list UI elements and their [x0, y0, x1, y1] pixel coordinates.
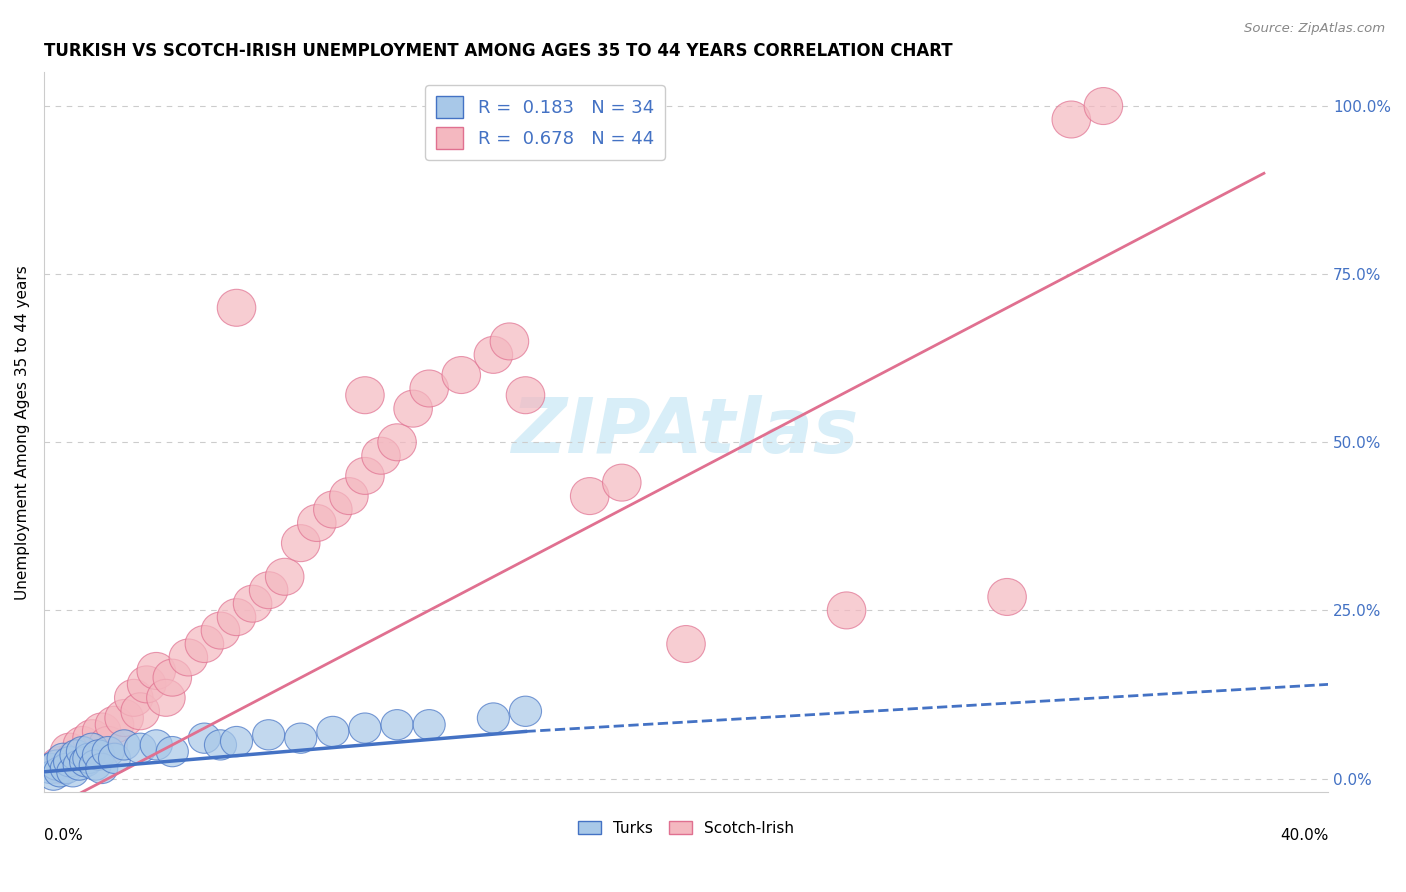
Ellipse shape — [83, 739, 114, 770]
Ellipse shape — [509, 696, 541, 726]
Ellipse shape — [281, 524, 321, 562]
Ellipse shape — [41, 750, 73, 780]
Ellipse shape — [249, 572, 288, 608]
Text: 40.0%: 40.0% — [1279, 828, 1329, 843]
Ellipse shape — [46, 743, 79, 773]
Ellipse shape — [136, 652, 176, 690]
Ellipse shape — [571, 477, 609, 515]
Y-axis label: Unemployment Among Ages 35 to 44 years: Unemployment Among Ages 35 to 44 years — [15, 265, 30, 599]
Ellipse shape — [474, 336, 513, 374]
Ellipse shape — [89, 726, 128, 764]
Ellipse shape — [73, 743, 105, 773]
Ellipse shape — [146, 680, 186, 716]
Ellipse shape — [827, 592, 866, 629]
Ellipse shape — [378, 424, 416, 461]
Ellipse shape — [34, 754, 66, 783]
Ellipse shape — [491, 323, 529, 359]
Ellipse shape — [141, 730, 173, 760]
Ellipse shape — [76, 733, 108, 764]
Ellipse shape — [1052, 101, 1091, 138]
Ellipse shape — [253, 720, 284, 750]
Ellipse shape — [201, 612, 240, 649]
Ellipse shape — [41, 747, 79, 783]
Ellipse shape — [346, 376, 384, 414]
Ellipse shape — [233, 585, 271, 623]
Ellipse shape — [98, 743, 131, 773]
Ellipse shape — [506, 376, 544, 414]
Ellipse shape — [53, 747, 86, 777]
Ellipse shape — [79, 750, 111, 780]
Ellipse shape — [1084, 87, 1122, 125]
Ellipse shape — [188, 723, 221, 754]
Ellipse shape — [91, 737, 124, 767]
Ellipse shape — [329, 477, 368, 515]
Ellipse shape — [411, 370, 449, 407]
Ellipse shape — [221, 726, 253, 756]
Ellipse shape — [394, 390, 433, 427]
Ellipse shape — [108, 730, 141, 760]
Text: Source: ZipAtlas.com: Source: ZipAtlas.com — [1244, 22, 1385, 36]
Text: 0.0%: 0.0% — [44, 828, 83, 843]
Ellipse shape — [63, 726, 101, 764]
Ellipse shape — [73, 720, 111, 756]
Ellipse shape — [441, 357, 481, 393]
Ellipse shape — [361, 437, 401, 475]
Ellipse shape — [666, 625, 706, 663]
Ellipse shape — [83, 713, 121, 750]
Ellipse shape — [603, 464, 641, 501]
Ellipse shape — [114, 680, 153, 716]
Ellipse shape — [121, 693, 159, 730]
Ellipse shape — [153, 659, 191, 696]
Ellipse shape — [44, 756, 76, 787]
Ellipse shape — [56, 756, 89, 787]
Ellipse shape — [51, 754, 83, 783]
Ellipse shape — [988, 579, 1026, 615]
Text: ZIPAtlas: ZIPAtlas — [512, 395, 859, 469]
Ellipse shape — [124, 733, 156, 764]
Text: TURKISH VS SCOTCH-IRISH UNEMPLOYMENT AMONG AGES 35 TO 44 YEARS CORRELATION CHART: TURKISH VS SCOTCH-IRISH UNEMPLOYMENT AMO… — [44, 42, 952, 60]
Ellipse shape — [381, 710, 413, 739]
Ellipse shape — [218, 289, 256, 326]
Legend: Turks, Scotch-Irish: Turks, Scotch-Irish — [572, 814, 800, 842]
Ellipse shape — [38, 760, 69, 790]
Ellipse shape — [298, 505, 336, 541]
Ellipse shape — [266, 558, 304, 595]
Ellipse shape — [316, 716, 349, 747]
Ellipse shape — [51, 733, 89, 770]
Ellipse shape — [477, 703, 509, 733]
Ellipse shape — [186, 625, 224, 663]
Ellipse shape — [128, 666, 166, 703]
Ellipse shape — [314, 491, 352, 528]
Ellipse shape — [69, 747, 101, 777]
Ellipse shape — [346, 458, 384, 494]
Ellipse shape — [86, 754, 118, 783]
Ellipse shape — [284, 723, 316, 754]
Ellipse shape — [105, 699, 143, 737]
Ellipse shape — [156, 737, 188, 767]
Ellipse shape — [66, 737, 98, 767]
Ellipse shape — [204, 730, 236, 760]
Ellipse shape — [60, 739, 91, 770]
Ellipse shape — [413, 710, 446, 739]
Ellipse shape — [218, 599, 256, 636]
Ellipse shape — [169, 639, 208, 676]
Ellipse shape — [96, 706, 134, 743]
Ellipse shape — [56, 739, 96, 777]
Ellipse shape — [349, 713, 381, 743]
Ellipse shape — [63, 750, 96, 780]
